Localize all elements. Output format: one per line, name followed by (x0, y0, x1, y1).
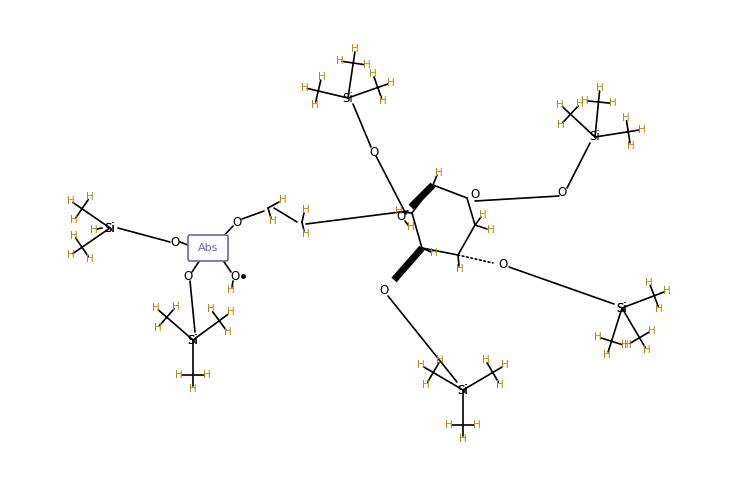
Text: Si: Si (458, 383, 468, 397)
Text: H: H (496, 380, 504, 390)
Text: H: H (269, 216, 277, 226)
Text: H: H (422, 380, 430, 390)
Text: Si: Si (458, 383, 468, 397)
Text: H: H (648, 326, 655, 336)
Text: H: H (596, 83, 604, 93)
Text: O: O (498, 259, 507, 272)
Text: H: H (594, 332, 602, 342)
Text: H: H (435, 168, 443, 178)
Text: H: H (456, 264, 464, 274)
Text: H: H (624, 340, 631, 350)
Text: H: H (302, 205, 310, 215)
Text: O: O (171, 236, 179, 248)
Text: O: O (379, 283, 389, 296)
Text: H: H (363, 60, 371, 70)
Text: H: H (224, 327, 231, 337)
Text: Abs: Abs (198, 243, 218, 253)
Text: H: H (473, 420, 481, 430)
Text: Si: Si (343, 91, 354, 104)
Text: O: O (557, 187, 567, 199)
Text: H: H (608, 98, 616, 108)
FancyBboxPatch shape (188, 235, 228, 261)
Text: O: O (184, 270, 193, 282)
Text: O: O (396, 210, 406, 224)
Text: H: H (70, 215, 78, 226)
Text: H: H (501, 361, 509, 370)
Text: H: H (430, 248, 438, 258)
Text: H: H (203, 370, 211, 380)
Text: H: H (302, 229, 310, 239)
Text: H: H (556, 100, 564, 110)
Text: H: H (417, 361, 425, 370)
Text: H: H (152, 303, 160, 313)
Text: H: H (482, 355, 490, 365)
Text: O: O (370, 145, 378, 158)
Text: H: H (189, 384, 197, 394)
Text: H: H (580, 96, 589, 105)
Text: H: H (655, 304, 663, 314)
Text: H: H (86, 254, 94, 264)
Text: H: H (638, 124, 646, 135)
Text: H: H (603, 349, 611, 360)
Text: H: H (172, 302, 180, 312)
Text: H: H (407, 222, 415, 232)
Text: H: H (227, 308, 234, 317)
Text: O: O (232, 215, 242, 228)
Text: H: H (311, 100, 319, 110)
Text: H: H (557, 120, 565, 129)
Text: H: H (622, 113, 630, 123)
Text: H: H (479, 210, 487, 220)
Text: Si: Si (187, 333, 198, 347)
Text: H: H (301, 83, 308, 93)
Text: H: H (576, 99, 584, 109)
Text: H: H (351, 44, 359, 54)
Text: H: H (627, 140, 635, 151)
Text: Si: Si (616, 301, 627, 314)
Text: H: H (487, 225, 495, 235)
Text: H: H (459, 434, 467, 444)
Text: H: H (279, 195, 287, 205)
Text: Si: Si (187, 333, 198, 347)
Text: Si: Si (616, 301, 627, 314)
Text: H: H (70, 231, 78, 241)
Text: H: H (335, 56, 343, 66)
Text: H: H (67, 196, 75, 206)
Text: H: H (663, 286, 671, 296)
Text: H: H (207, 304, 215, 314)
Text: H: H (227, 285, 235, 295)
Text: H: H (318, 72, 325, 82)
Text: H: H (90, 225, 98, 235)
Text: H: H (378, 96, 386, 105)
Text: O: O (471, 189, 479, 202)
Text: H: H (436, 355, 444, 365)
Text: H: H (643, 345, 651, 355)
Text: Si: Si (589, 131, 600, 143)
Text: O: O (231, 270, 239, 282)
Text: H: H (445, 420, 453, 430)
Text: H: H (395, 206, 403, 216)
Text: H: H (154, 323, 162, 333)
Text: Si: Si (105, 222, 116, 235)
Text: H: H (67, 250, 75, 260)
Text: Si: Si (105, 222, 116, 235)
Text: H: H (646, 278, 653, 288)
Text: H: H (86, 192, 94, 202)
Text: H: H (175, 370, 183, 380)
Text: H: H (387, 78, 395, 88)
Text: H: H (369, 69, 377, 79)
Text: H: H (621, 341, 629, 350)
